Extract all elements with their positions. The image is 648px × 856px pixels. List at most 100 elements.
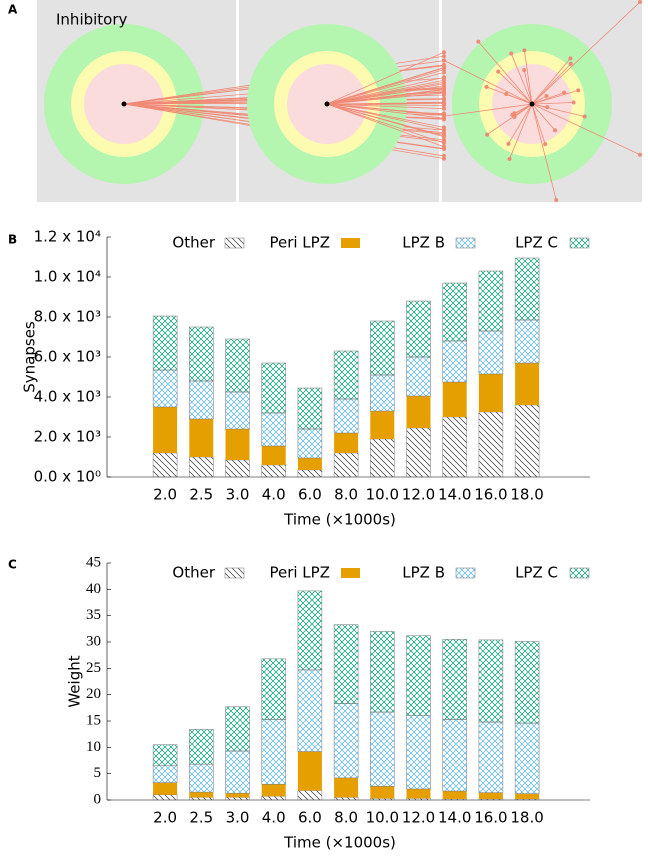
bar-segment	[297, 790, 323, 801]
connection	[531, 103, 546, 145]
legend-swatch	[455, 237, 476, 249]
neuron	[442, 58, 446, 63]
connection	[326, 103, 445, 138]
connection	[326, 103, 445, 115]
bar-segment	[297, 428, 323, 459]
connection	[326, 69, 445, 105]
neuron	[522, 67, 527, 72]
x-axis-title: Time (×1000s)	[283, 834, 396, 852]
connection	[531, 103, 556, 131]
bar-segment	[152, 369, 178, 408]
bar-segment	[225, 706, 250, 752]
neuron	[552, 128, 557, 133]
y-tick-label: 2.0 x 10³	[34, 428, 101, 446]
bar-segment	[514, 641, 540, 724]
x-tick-label: 18.0	[510, 809, 543, 827]
bar-segment	[153, 407, 178, 453]
bar-segment	[442, 416, 467, 478]
neuron	[442, 103, 446, 108]
bar-segment	[225, 459, 250, 478]
bar-segment	[297, 751, 322, 791]
y-tick-label: 20	[86, 686, 101, 702]
bar-segment	[189, 380, 214, 420]
bar-segment	[189, 797, 214, 801]
neuron	[485, 132, 490, 137]
bar-segment	[334, 777, 359, 798]
connection	[509, 103, 533, 160]
bar-segment	[370, 411, 395, 439]
x-tick-label: 10.0	[366, 486, 399, 504]
neuron	[442, 54, 446, 59]
neuron	[554, 198, 559, 202]
connection	[486, 86, 533, 105]
y-tick-label: 10	[86, 739, 101, 755]
center-neuron	[121, 101, 127, 107]
bar-segment	[478, 639, 504, 723]
chart: B 0.0 x 10⁰ 2.0 x 10³ 4.0 x 10³ 6.0 x 10³ 8.0…	[8, 228, 590, 529]
bar-segment	[297, 387, 323, 430]
bar-segment	[514, 404, 540, 478]
bar-segment	[478, 374, 503, 412]
bar-segment	[442, 798, 467, 801]
connection	[326, 79, 445, 105]
legend-label: Peri LPZ	[269, 234, 330, 252]
connection	[531, 102, 574, 105]
diagrams	[44, 0, 642, 202]
y-tick-label: 6.0 x 10³	[34, 348, 101, 366]
connection	[443, 103, 533, 117]
bar-segment	[442, 382, 467, 417]
connection	[326, 103, 445, 148]
y-tick-label: 15	[86, 712, 101, 728]
y-tick-label: 25	[86, 660, 101, 676]
bar-segment	[333, 350, 359, 400]
neuron	[568, 61, 573, 66]
bar-segment	[370, 631, 395, 713]
bar-segment	[333, 624, 359, 704]
bar-segment	[370, 438, 395, 478]
neuron	[442, 78, 446, 83]
bar-segment	[225, 391, 250, 430]
x-tick-label: 12.0	[402, 486, 435, 504]
neuron	[442, 144, 446, 149]
neuron	[638, 0, 642, 4]
bar-segment	[370, 798, 395, 801]
y-tick-label: 5	[94, 765, 102, 781]
bar-segment	[152, 794, 178, 801]
panel-label: A	[8, 3, 18, 17]
neuron	[442, 137, 446, 142]
neuron	[562, 90, 567, 95]
bar-segment	[297, 669, 323, 752]
bar-segment	[189, 456, 214, 478]
bar-segment	[406, 798, 431, 801]
bar-segment	[297, 458, 322, 470]
legend-swatch	[341, 238, 360, 248]
bar-segment	[514, 257, 540, 321]
y-axis-title: Synapses	[21, 321, 39, 393]
bar-segment	[370, 374, 395, 412]
connection	[531, 103, 557, 201]
bar-segment	[333, 797, 359, 801]
bar-segment	[514, 722, 540, 794]
bar-segment	[261, 658, 286, 720]
bar-segment	[478, 330, 504, 375]
y-axis-title: Weight	[66, 655, 84, 707]
neuron	[442, 70, 446, 75]
bar-segment	[406, 356, 431, 397]
bar-segment	[333, 452, 359, 478]
y-tick-label: 30	[86, 633, 101, 649]
bar-segment	[152, 744, 178, 767]
bar-segment	[297, 590, 323, 671]
bar-segment	[261, 784, 286, 797]
connection	[326, 103, 445, 119]
neuron	[509, 51, 514, 56]
y-tick-label: 35	[86, 607, 101, 623]
connection	[326, 51, 445, 105]
neuron	[484, 84, 489, 89]
y-tick-label: 45	[86, 554, 101, 570]
connection	[524, 50, 533, 105]
bar-segment	[478, 792, 503, 799]
neuron	[544, 93, 549, 98]
connection	[326, 103, 445, 110]
connection	[508, 103, 533, 145]
